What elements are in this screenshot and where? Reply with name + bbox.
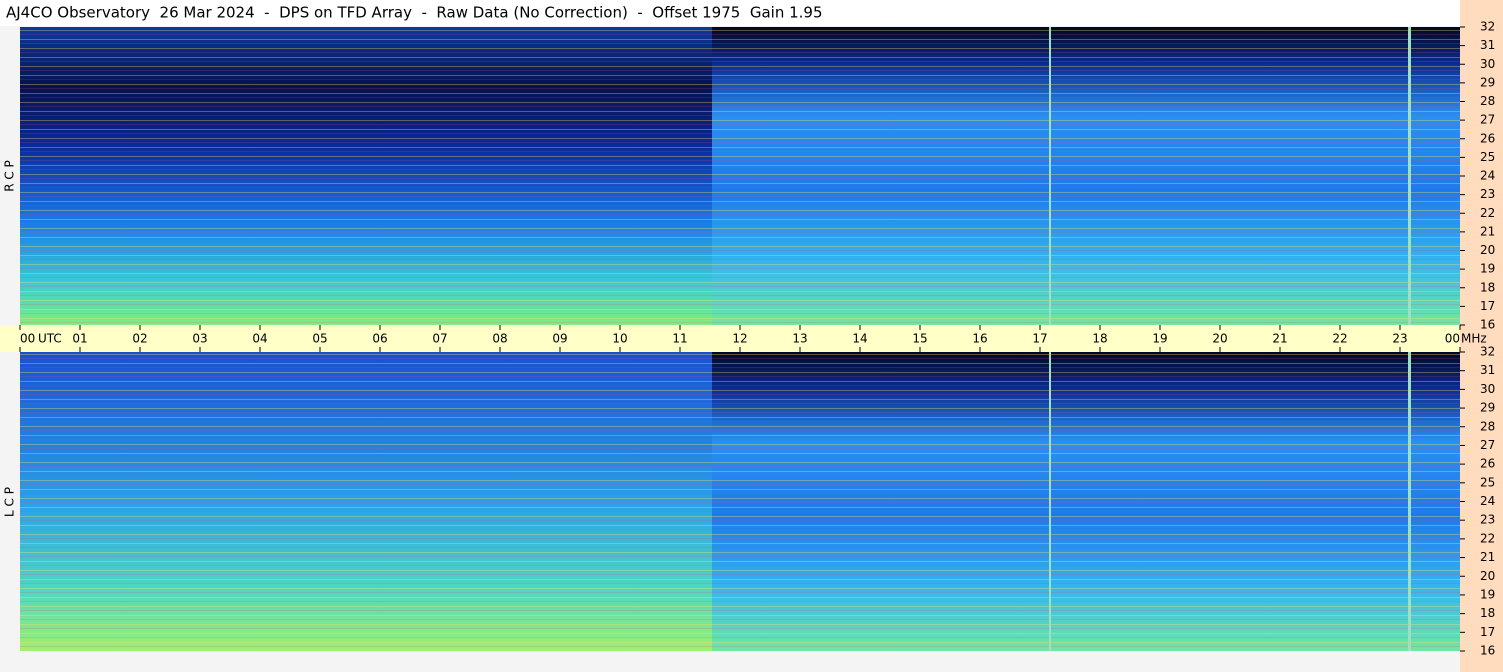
time-tick-label: 22 <box>1332 332 1347 346</box>
freq-tick-label: 24 <box>1480 169 1495 183</box>
time-tick-label: 13 <box>792 332 807 346</box>
freq-tick-label: 28 <box>1480 94 1495 108</box>
freq-tick-label: 30 <box>1480 57 1495 71</box>
title-bar <box>0 0 1503 26</box>
panel-label: R C P <box>3 160 17 192</box>
time-tick-label: 21 <box>1272 332 1287 346</box>
time-tick-label: 00 <box>20 332 35 346</box>
time-tick-label: 09 <box>552 332 567 346</box>
interference-lines <box>20 27 1460 325</box>
time-tick-label: 06 <box>372 332 387 346</box>
time-tick-label: 23 <box>1392 332 1407 346</box>
freq-tick-label: 17 <box>1480 625 1495 639</box>
freq-tick-label: 20 <box>1480 243 1495 257</box>
time-tick-label: 00 <box>1445 332 1460 346</box>
freq-tick-label: 16 <box>1480 318 1495 332</box>
time-tick-label: 04 <box>252 332 267 346</box>
freq-tick-label: 31 <box>1480 363 1495 377</box>
freq-tick-label: 27 <box>1480 113 1495 127</box>
interference-lines <box>20 352 1460 651</box>
freq-tick-label: 26 <box>1480 131 1495 145</box>
title: AJ4CO Observatory 26 Mar 2024 - DPS on T… <box>6 4 823 22</box>
freq-tick-label: 25 <box>1480 150 1495 164</box>
freq-tick-label: 23 <box>1480 187 1495 201</box>
time-tick-label: 03 <box>192 332 207 346</box>
freq-tick-label: 23 <box>1480 513 1495 527</box>
freq-tick-label: 17 <box>1480 299 1495 313</box>
time-tick-label: 14 <box>852 332 867 346</box>
freq-strip <box>1460 0 1503 672</box>
freq-tick-label: 21 <box>1480 224 1495 238</box>
freq-tick-label: 19 <box>1480 587 1495 601</box>
freq-tick-label: 20 <box>1480 569 1495 583</box>
panel-label: L C P <box>3 487 17 517</box>
time-unit: UTC <box>38 332 62 346</box>
freq-tick-label: 31 <box>1480 38 1495 52</box>
time-tick-label: 01 <box>72 332 87 346</box>
freq-tick-label: 27 <box>1480 438 1495 452</box>
freq-tick-label: 29 <box>1480 401 1495 415</box>
freq-tick-label: 32 <box>1480 345 1495 359</box>
freq-tick-label: 28 <box>1480 419 1495 433</box>
freq-tick-label: 24 <box>1480 494 1495 508</box>
freq-tick-label: 19 <box>1480 262 1495 276</box>
time-tick-label: 18 <box>1092 332 1107 346</box>
freq-tick-label: 25 <box>1480 475 1495 489</box>
time-tick-label: 11 <box>672 332 687 346</box>
freq-tick-label: 22 <box>1480 206 1495 220</box>
freq-tick-label: 30 <box>1480 382 1495 396</box>
time-tick-label: 20 <box>1212 332 1227 346</box>
time-tick-label: 19 <box>1152 332 1167 346</box>
freq-tick-label: 21 <box>1480 550 1495 564</box>
time-tick-label: 15 <box>912 332 927 346</box>
freq-tick-label: 32 <box>1480 20 1495 34</box>
time-tick-label: 10 <box>612 332 627 346</box>
time-strip <box>0 325 1460 352</box>
time-tick-label: 08 <box>492 332 507 346</box>
freq-tick-label: 18 <box>1480 280 1495 294</box>
time-tick-label: 02 <box>132 332 147 346</box>
freq-tick-label: 18 <box>1480 606 1495 620</box>
time-tick-label: 05 <box>312 332 327 346</box>
time-tick-label: 17 <box>1032 332 1047 346</box>
freq-unit: MHz <box>1461 332 1487 346</box>
time-tick-label: 16 <box>972 332 987 346</box>
freq-tick-label: 16 <box>1480 644 1495 658</box>
time-tick-label: 12 <box>732 332 747 346</box>
time-tick-label: 07 <box>432 332 447 346</box>
freq-tick-label: 22 <box>1480 531 1495 545</box>
freq-tick-label: 26 <box>1480 457 1495 471</box>
freq-tick-label: 29 <box>1480 75 1495 89</box>
